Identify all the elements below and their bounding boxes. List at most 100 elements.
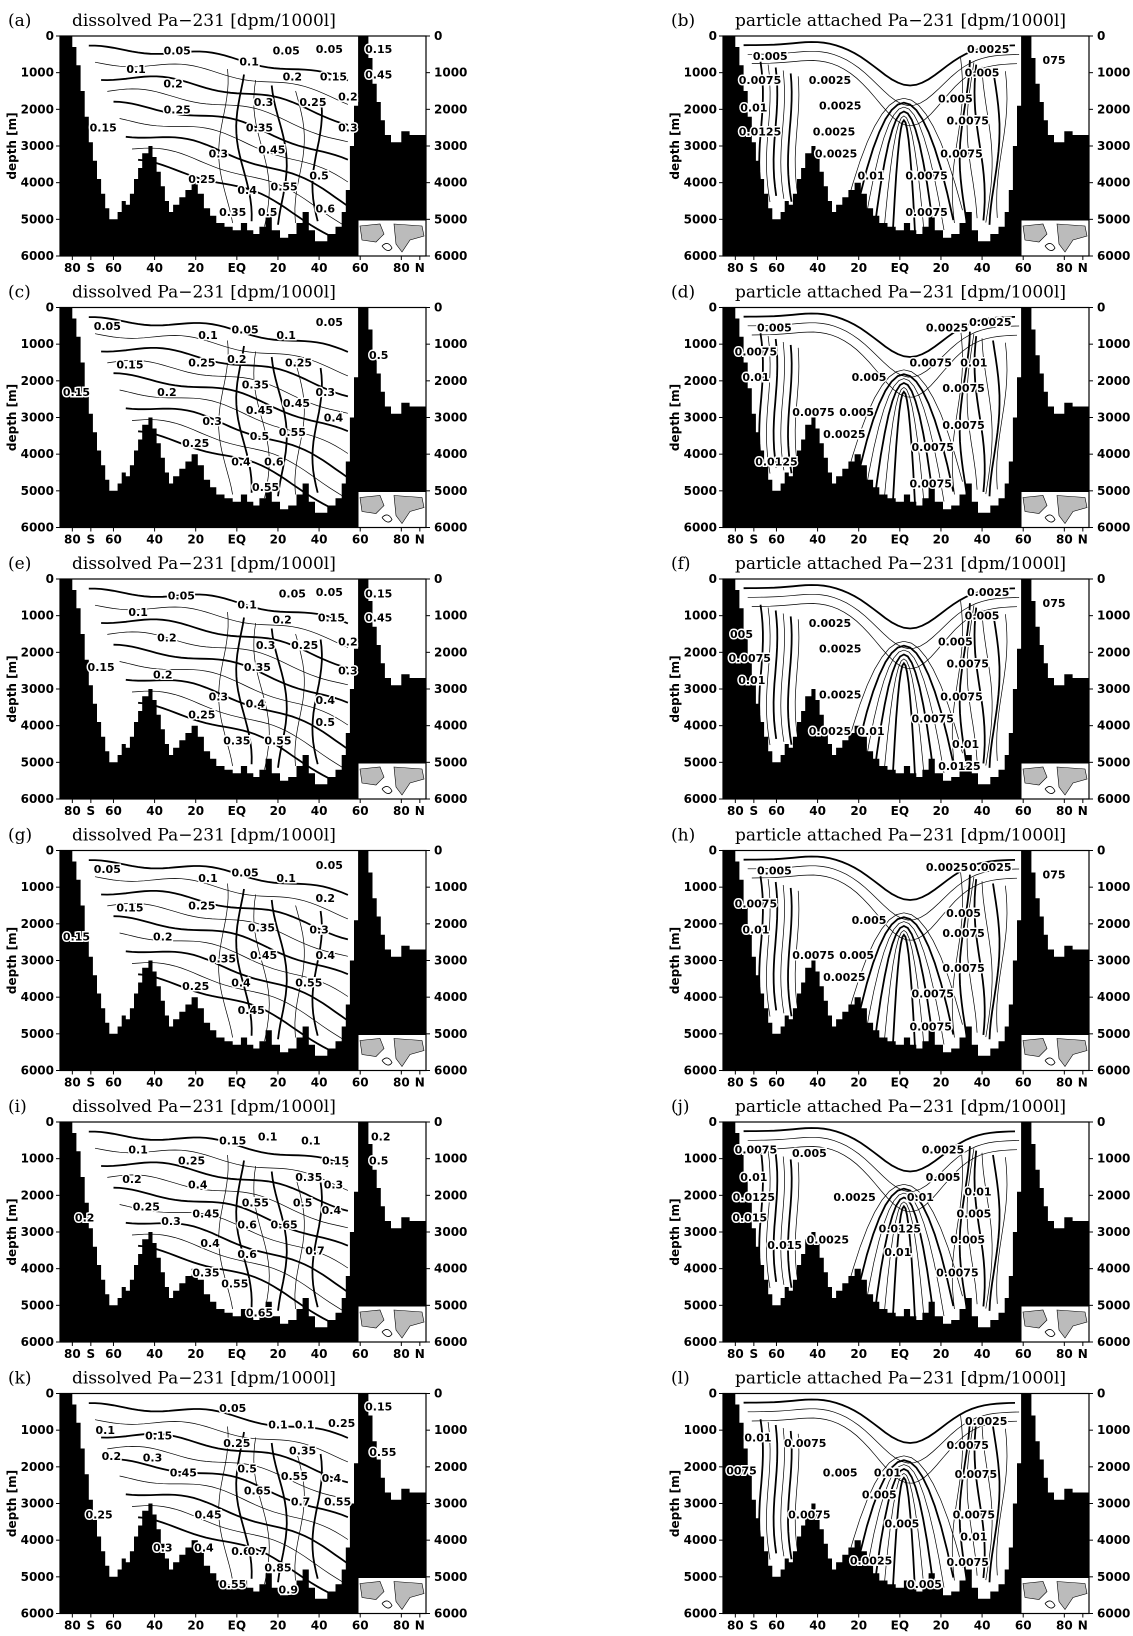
y-tick-label: 0 xyxy=(1097,844,1105,858)
y-tick-label: 0 xyxy=(1097,29,1105,43)
contour-line xyxy=(253,351,270,499)
contour-label: 0.1 xyxy=(239,56,259,69)
contour-line xyxy=(966,1148,978,1305)
contour-line xyxy=(747,865,1020,921)
contour-label: 0.25 xyxy=(164,103,191,116)
y-tick-label: 2000 xyxy=(684,102,717,116)
y-tick-label: 4000 xyxy=(21,719,54,733)
x-tick-label: 20 xyxy=(933,804,950,818)
contour-line xyxy=(94,1419,349,1463)
y-tick-label: 5000 xyxy=(434,1027,467,1041)
contour-label: 0.0075 xyxy=(905,169,947,182)
contour-line xyxy=(958,1146,971,1312)
panel-title: dissolved Pa−231 [dpm/1000l] xyxy=(72,283,336,303)
contour-label: 0.65 xyxy=(244,1485,271,1498)
contour-line xyxy=(966,1419,978,1576)
y-tick-label: 0 xyxy=(709,1115,717,1129)
contour-line xyxy=(853,373,955,492)
y-tick-label: 2000 xyxy=(434,1460,467,1474)
contour-line xyxy=(311,1182,323,1308)
contour-label: 0.0075 xyxy=(912,988,954,1001)
contour-line xyxy=(743,1127,1016,1173)
x-tick-label: 40 xyxy=(311,1347,328,1361)
contour-label: 0.005 xyxy=(946,907,981,920)
contour-line xyxy=(958,1417,971,1583)
contour-label: 0.5 xyxy=(369,349,389,362)
contour-line xyxy=(113,1186,349,1247)
contour-line xyxy=(863,106,945,231)
contour-line xyxy=(138,701,349,789)
contour-label: 0.15 xyxy=(88,661,115,674)
contour-line xyxy=(958,60,971,226)
contour-label: 0.0025 xyxy=(823,428,865,441)
contour-label: 0.2 xyxy=(227,353,247,366)
contour-label: 0.2 xyxy=(157,386,177,399)
contour-label: 0.0075 xyxy=(936,1266,978,1279)
contour-line xyxy=(253,894,270,1042)
contour-label: 0.6 xyxy=(231,1545,251,1558)
contour-line xyxy=(988,1154,1001,1311)
y-tick-label: 1000 xyxy=(684,1423,717,1437)
y-tick-label: 6000 xyxy=(434,249,467,263)
contour-line xyxy=(981,338,993,495)
contour-label: 0.0125 xyxy=(733,1191,775,1204)
x-tick-label: 80 xyxy=(393,804,410,818)
y-tick-label: 5000 xyxy=(684,212,717,226)
contour-label: 0.35 xyxy=(219,206,246,219)
contour-label: 0.4 xyxy=(322,1472,342,1485)
inset-map xyxy=(1020,1577,1090,1614)
y-tick-label: 6000 xyxy=(1097,1335,1130,1349)
panel-plot-area: 0.15 0.1 0.1 0.20.10.25 0.15 0.50.2 0.40.350.3… xyxy=(60,1122,426,1342)
contour-label: 0.2 xyxy=(153,931,173,944)
x-tick-label: EQ xyxy=(891,533,909,547)
contour-label: 0.2 xyxy=(283,70,303,83)
contour-label: 0.2 xyxy=(338,91,358,104)
contour-label: 075 xyxy=(1043,868,1066,881)
x-tick-label: 20 xyxy=(850,1347,867,1361)
contour-label: 0.05 xyxy=(94,863,121,876)
contour-label: 0.0075 xyxy=(788,1509,830,1522)
x-tick-label: 60 xyxy=(768,1619,785,1633)
panel-plot-area: 0.0025 0.01 0.0075 0.0075 0075 0.005 0.01 0.007… xyxy=(723,1393,1089,1614)
y-tick-label: 3000 xyxy=(684,139,717,153)
contour-label: 0.0075 xyxy=(946,114,988,127)
contour-line xyxy=(966,62,978,219)
contour-line xyxy=(996,1157,1008,1304)
y-tick-label: 4000 xyxy=(434,447,467,461)
contour-label: 0.05 xyxy=(316,859,343,872)
contour-line xyxy=(882,386,926,522)
contour-line xyxy=(996,885,1008,1033)
contour-label: 0.0125 xyxy=(879,1222,921,1235)
x-tick-label: 80 xyxy=(64,1076,81,1090)
contour-line xyxy=(138,430,349,517)
contour-line xyxy=(743,1398,1016,1444)
contour-label: 0.45 xyxy=(238,1004,265,1017)
contour-line xyxy=(94,1147,349,1191)
x-tick-label: 60 xyxy=(105,1619,122,1633)
contour-line xyxy=(751,60,1018,127)
contour-label: 0.4 xyxy=(315,949,335,962)
y-tick-label: 4000 xyxy=(434,176,467,190)
contour-line xyxy=(218,611,233,767)
x-tick-label: 60 xyxy=(105,1347,122,1361)
contour-label: 0.015 xyxy=(732,1211,767,1224)
contour-line xyxy=(101,890,349,941)
y-tick-label: 3000 xyxy=(684,954,717,968)
contour-label: 0.55 xyxy=(242,1197,269,1210)
y-tick-label: 2000 xyxy=(1097,917,1130,931)
y-tick-label: 4000 xyxy=(684,447,717,461)
panel-title: particle attached Pa−231 [dpm/1000l] xyxy=(735,554,1066,574)
y-tick-label: 4000 xyxy=(1097,1533,1130,1547)
contour-label: 0.01 xyxy=(960,1531,987,1544)
contour-label: 0.2 xyxy=(163,78,183,91)
bathymetry xyxy=(60,36,426,256)
y-tick-label: 6000 xyxy=(434,792,467,806)
panel-plot-area: 0.05 0.1 0.05 0.1 0.05 0.15 0.25 0.2 0.25 0.5 0.15… xyxy=(60,307,426,528)
contour-label: 0.35 xyxy=(248,922,275,935)
contour-label: 0.4 xyxy=(246,698,266,711)
contour-line xyxy=(101,75,349,126)
contour-line xyxy=(853,1187,955,1307)
contour-line xyxy=(766,336,771,474)
x-tick-label: EQ xyxy=(228,1076,246,1090)
